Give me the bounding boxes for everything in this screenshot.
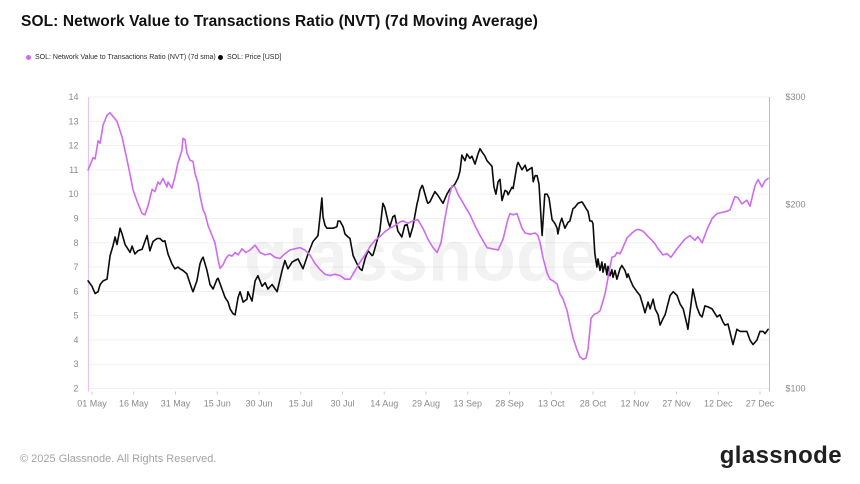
svg-text:28 Oct: 28 Oct (580, 399, 607, 409)
glassnode-watermark: glassnode (244, 217, 600, 297)
svg-text:$300: $300 (786, 92, 806, 102)
svg-text:11: 11 (69, 165, 78, 175)
svg-text:31 May: 31 May (161, 399, 191, 409)
svg-text:9: 9 (73, 213, 78, 223)
svg-text:$200: $200 (786, 200, 806, 210)
svg-text:30 Jun: 30 Jun (245, 399, 272, 409)
svg-text:6: 6 (73, 286, 78, 296)
svg-text:28 Sep: 28 Sep (495, 399, 524, 409)
price-series-dot-icon (218, 55, 223, 60)
svg-text:4: 4 (73, 335, 78, 345)
glassnode-logo: glassnode (719, 442, 842, 469)
svg-text:12: 12 (68, 141, 78, 151)
chart-legend: SOL: Network Value to Transactions Ratio… (26, 54, 281, 61)
svg-text:12 Dec: 12 Dec (704, 399, 733, 409)
nvt-series-line (87, 111, 769, 361)
svg-text:8: 8 (73, 238, 78, 248)
legend-label-nvt: SOL: Network Value to Transactions Ratio… (35, 54, 216, 61)
svg-text:15 Jul: 15 Jul (289, 399, 313, 409)
svg-text:14 Aug: 14 Aug (370, 399, 398, 409)
svg-text:14: 14 (68, 92, 78, 102)
svg-text:$100: $100 (786, 384, 806, 394)
svg-text:27 Nov: 27 Nov (662, 399, 691, 409)
svg-text:12 Nov: 12 Nov (620, 399, 649, 409)
svg-text:30 Jul: 30 Jul (330, 399, 354, 409)
gridlines (88, 96, 770, 389)
svg-text:27 Dec: 27 Dec (746, 399, 775, 409)
nvt-series-dot-icon (26, 55, 31, 60)
svg-text:5: 5 (73, 311, 78, 321)
chart-title: SOL: Network Value to Transactions Ratio… (21, 13, 539, 30)
svg-text:13: 13 (68, 116, 78, 126)
right-axis-ticks: $100 $200 $300 (786, 92, 806, 394)
svg-text:2: 2 (73, 384, 78, 394)
svg-text:3: 3 (73, 359, 78, 369)
svg-text:16 May: 16 May (119, 399, 149, 409)
legend-item-nvt[interactable]: SOL: Network Value to Transactions Ratio… (26, 54, 218, 61)
left-axis-ticks: 2 3 4 5 6 7 8 9 10 11 12 13 14 (68, 92, 78, 394)
chart-canvas[interactable]: glassnode 2 3 4 5 6 7 8 9 10 11 12 13 14 $100 $200 $300 0… (0, 78, 860, 418)
svg-text:13 Sep: 13 Sep (453, 399, 482, 409)
svg-text:01 May: 01 May (77, 399, 107, 409)
chart-area[interactable]: glassnode 2 3 4 5 6 7 8 9 10 11 12 13 14 $100 $200 $300 0… (0, 78, 860, 418)
legend-label-price: SOL: Price [USD] (227, 54, 282, 61)
svg-text:15 Jun: 15 Jun (204, 399, 231, 409)
svg-text:13 Oct: 13 Oct (538, 399, 565, 409)
legend-item-price[interactable]: SOL: Price [USD] (218, 54, 281, 61)
x-axis-ticks: 01 May 16 May 31 May 15 Jun 30 Jun 15 Jul 30 J… (77, 391, 775, 409)
svg-text:7: 7 (73, 262, 78, 272)
svg-text:29 Aug: 29 Aug (412, 399, 440, 409)
copyright-text: © 2025 Glassnode. All Rights Reserved. (20, 453, 217, 465)
svg-text:10: 10 (68, 189, 78, 199)
